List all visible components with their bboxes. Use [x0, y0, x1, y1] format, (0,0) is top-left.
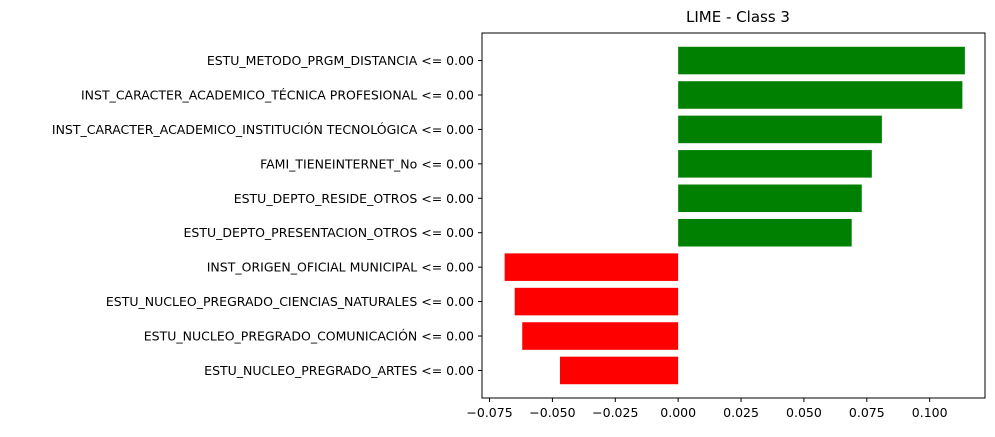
bar — [504, 253, 679, 281]
bar — [678, 184, 862, 213]
bar — [514, 287, 679, 316]
chart-title: LIME - Class 3 — [686, 8, 790, 26]
bars-layer — [504, 46, 965, 385]
x-tick-label: −0.050 — [529, 405, 575, 420]
bar — [522, 322, 679, 350]
y-tick-labels: ESTU_METODO_PRGM_DISTANCIA <= 0.00 INST_C… — [52, 53, 482, 378]
y-tick-label: FAMI_TIENEINTERNET_No <= 0.00 — [260, 156, 474, 171]
x-tick-label: −0.075 — [466, 405, 512, 420]
plot-frame — [481, 32, 986, 399]
bar — [678, 218, 852, 247]
y-tick-label: ESTU_NUCLEO_PREGRADO_COMUNICACIÓN <= 0.0… — [144, 329, 474, 344]
y-tick-label: INST_CARACTER_ACADEMICO_INSTITUCIÓN TECN… — [52, 122, 474, 137]
x-tick-label: 0.025 — [723, 405, 759, 420]
bar — [678, 81, 963, 109]
y-tick-label: ESTU_DEPTO_RESIDE_OTROS <= 0.00 — [234, 191, 474, 206]
y-tick-label: ESTU_DEPTO_PRESENTACION_OTROS <= 0.00 — [184, 225, 475, 240]
bar — [559, 356, 679, 385]
y-tick-label: INST_ORIGEN_OFICIAL MUNICIPAL <= 0.00 — [207, 260, 474, 275]
bar — [678, 150, 872, 178]
y-tick-label: ESTU_METODO_PRGM_DISTANCIA <= 0.00 — [207, 53, 474, 68]
x-tick-label: 0.100 — [912, 405, 948, 420]
x-tick-label: −0.025 — [592, 405, 638, 420]
y-tick-label: INST_CARACTER_ACADEMICO_TÉCNICA PROFESIO… — [81, 87, 474, 102]
x-tick-label: 0.050 — [786, 405, 822, 420]
y-tick-label: ESTU_NUCLEO_PREGRADO_ARTES <= 0.00 — [204, 363, 474, 378]
x-axis-ticks: −0.075 −0.050 −0.025 0.000 0.025 0.050 0.075 0.… — [466, 398, 948, 420]
bar — [678, 46, 965, 75]
bar — [678, 115, 882, 144]
y-tick-label: ESTU_NUCLEO_PREGRADO_CIENCIAS_NATURALES … — [106, 294, 474, 309]
x-tick-label: 0.000 — [660, 405, 696, 420]
x-tick-label: 0.075 — [849, 405, 885, 420]
